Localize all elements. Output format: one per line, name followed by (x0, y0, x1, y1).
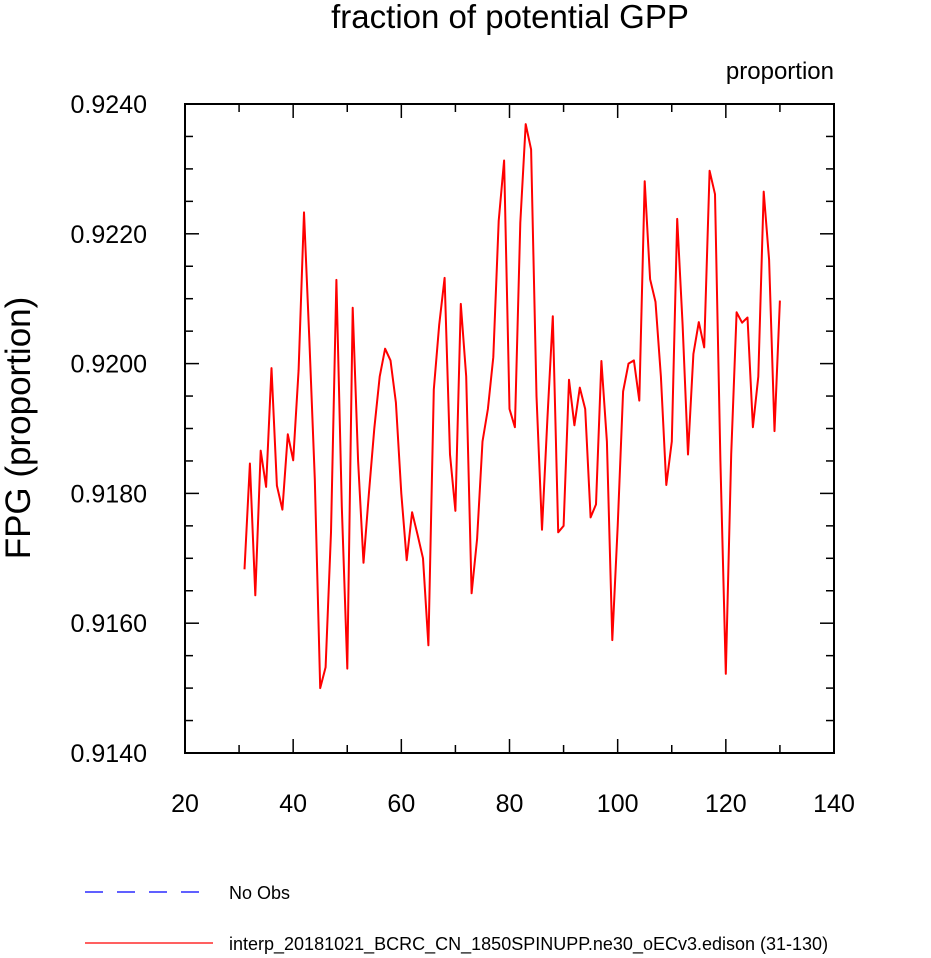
y-tick-label: 0.9160 (71, 610, 147, 638)
units-label: proportion (726, 58, 834, 85)
series-line (243, 123, 781, 690)
legend: No Obs interp_20181021_BCRC_CN_1850SPINU… (85, 883, 828, 955)
y-axis-label: FPG (proportion) (0, 297, 38, 560)
y-tick-label: 0.9140 (71, 740, 147, 768)
x-tick-label: 100 (597, 790, 639, 818)
legend-label-model: interp_20181021_BCRC_CN_1850SPINUPP.ne30… (229, 934, 828, 955)
axis-ticks (184, 103, 835, 754)
chart-title: fraction of potential GPP (331, 0, 689, 35)
y-tick-label: 0.9200 (71, 351, 147, 379)
x-tick-label: 60 (387, 790, 415, 818)
x-tick-label: 120 (705, 790, 747, 818)
series-layer (243, 123, 781, 690)
legend-label-no-obs: No Obs (229, 883, 290, 903)
x-tick-label: 80 (496, 790, 524, 818)
x-tick-label: 20 (171, 790, 199, 818)
x-tick-label: 40 (279, 790, 307, 818)
y-tick-label: 0.9240 (71, 91, 147, 119)
y-tick-label: 0.9180 (71, 480, 147, 508)
y-tick-label: 0.9220 (71, 221, 147, 249)
plot-frame (184, 103, 835, 754)
x-tick-label: 140 (813, 790, 855, 818)
axis-tick-labels: 20 40 60 80 100 120 140 0.9140 0.9160 0.9180 0.920… (71, 91, 855, 818)
